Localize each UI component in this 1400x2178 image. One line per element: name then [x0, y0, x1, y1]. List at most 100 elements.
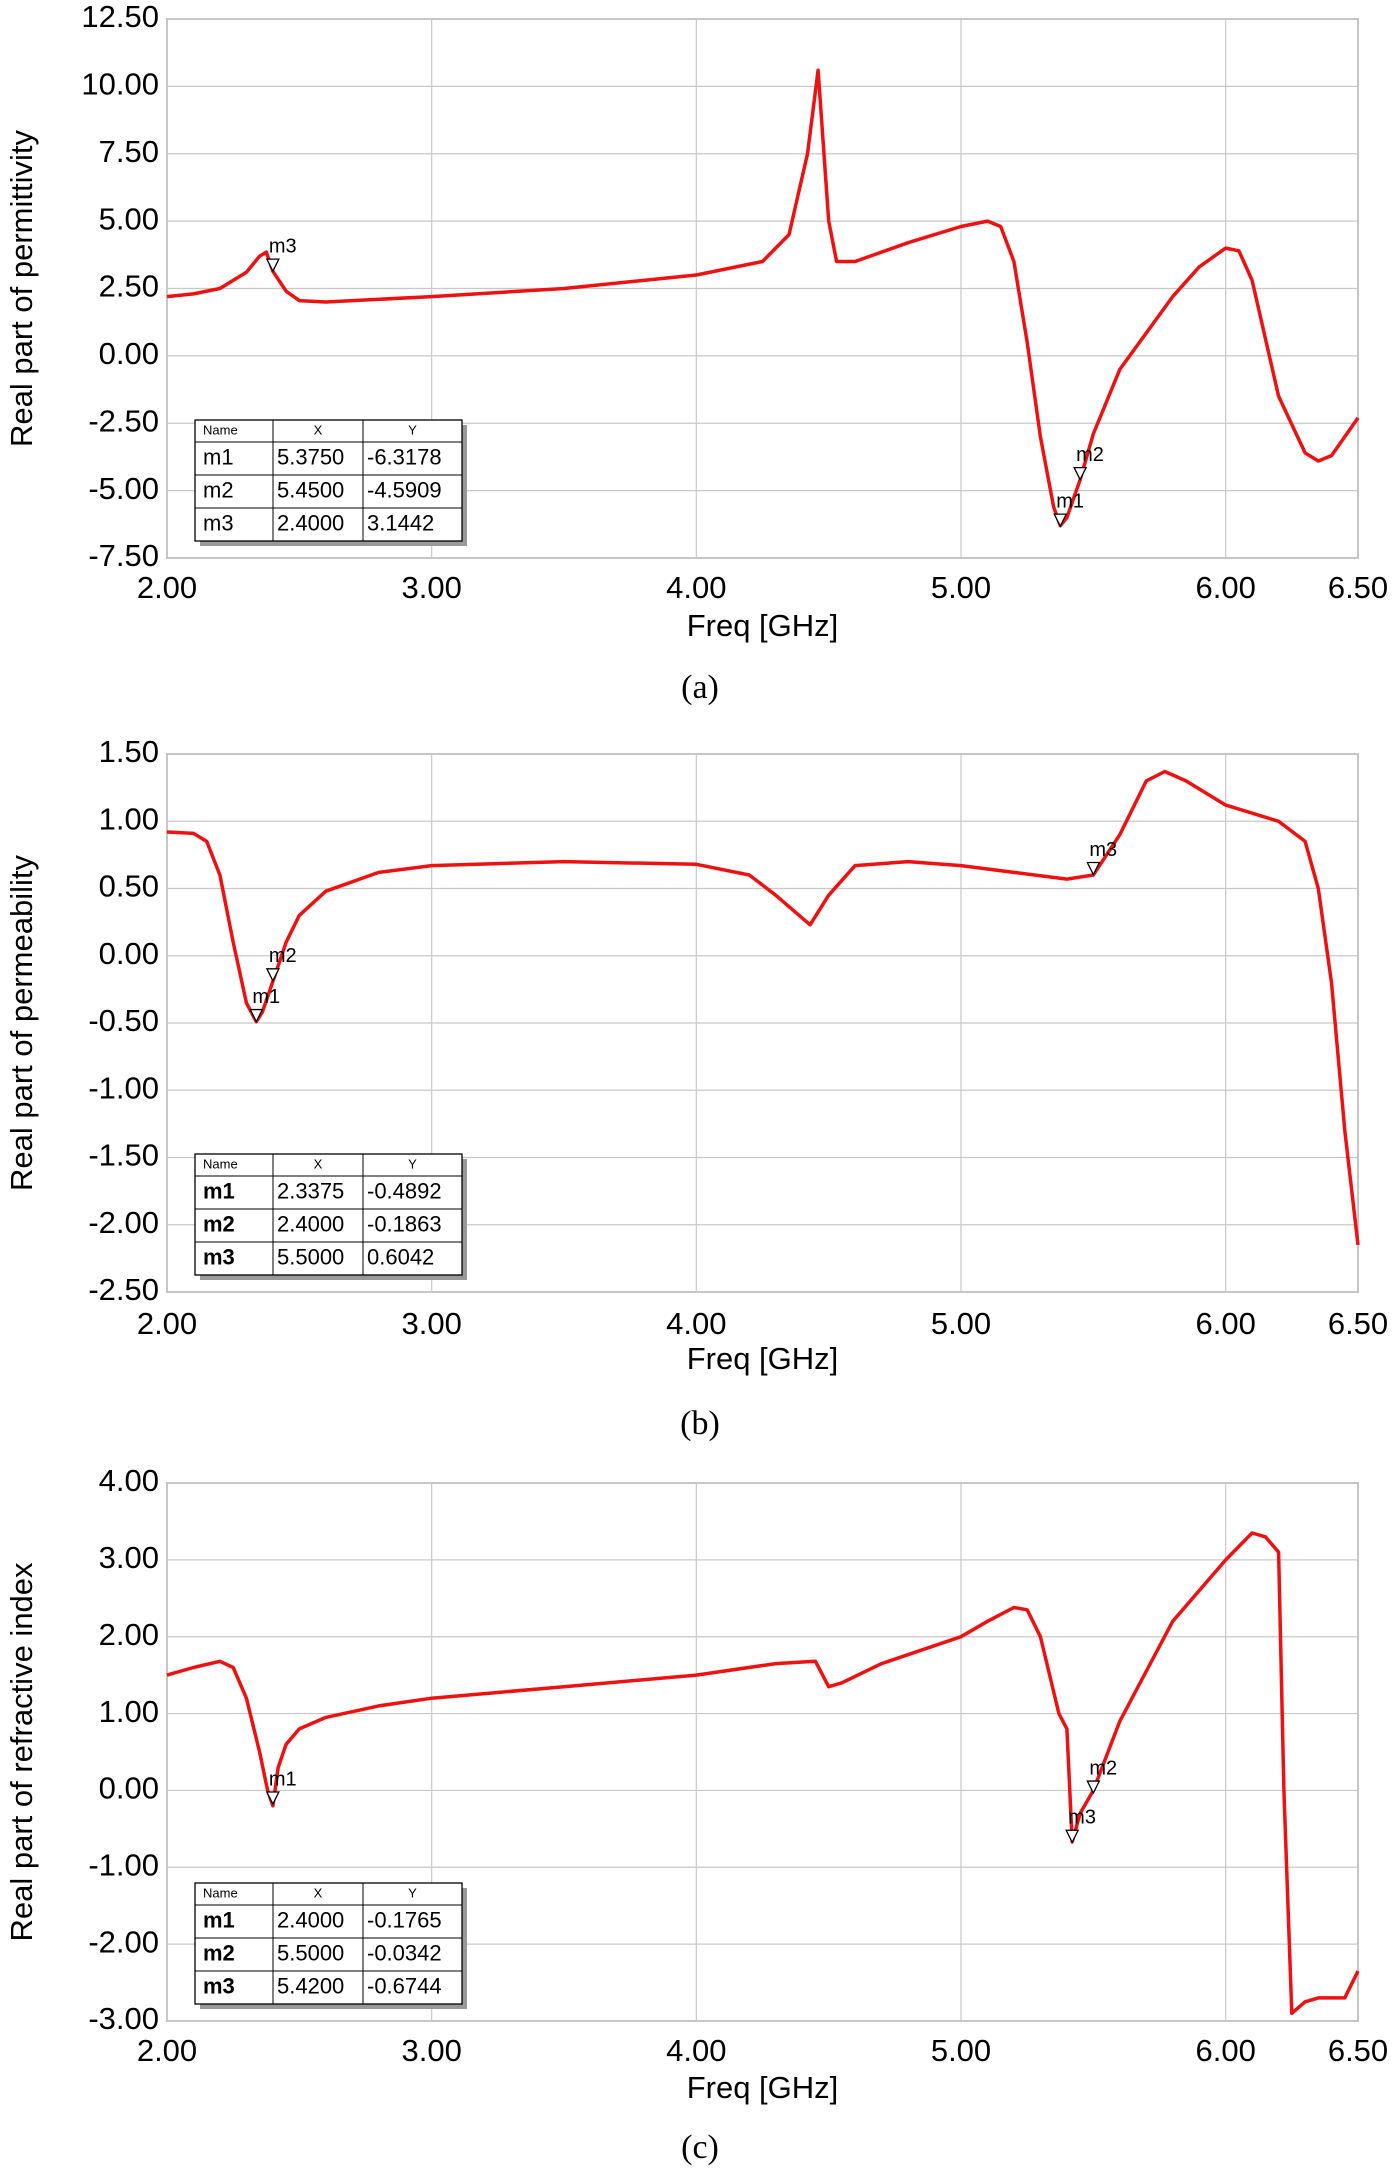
- x-tick-label: 6.00: [1195, 2033, 1255, 2068]
- table-x: 2.4000: [277, 510, 344, 535]
- table-name: m2: [203, 1211, 235, 1236]
- x-tick-label: 4.00: [666, 1306, 726, 1341]
- x-tick-label: 6.00: [1195, 570, 1255, 605]
- table-header: X: [314, 1156, 323, 1171]
- table-x: 5.5000: [277, 1940, 344, 1965]
- y-axis-label: Real part of permittivity: [4, 130, 39, 447]
- marker-name: m1: [1056, 490, 1084, 512]
- y-tick-label: 12.50: [81, 0, 159, 34]
- y-tick-label: -1.00: [88, 1070, 159, 1105]
- x-tick-label: 2.00: [137, 570, 197, 605]
- table-y: 0.6042: [367, 1244, 434, 1269]
- y-tick-label: -2.50: [88, 403, 159, 438]
- marker-name: m1: [252, 986, 280, 1008]
- table-y: 3.1442: [367, 510, 434, 535]
- chart: -2.50 -2.00 -1.50 -1.00 -0.50 0.00 0.50 1.00 1.5…: [4, 734, 1388, 1442]
- y-axis-label: Real part of permeability: [4, 855, 39, 1191]
- table-header: X: [314, 422, 323, 437]
- table-name: m3: [203, 1973, 235, 1998]
- y-tick-label: -7.50: [88, 538, 159, 573]
- x-tick-label: 3.00: [401, 1306, 461, 1341]
- y-tick-label: -1.00: [88, 1847, 159, 1882]
- table-x: 5.4200: [277, 1973, 344, 1998]
- table-name: m3: [203, 510, 234, 535]
- y-tick-label: 3.00: [99, 1540, 159, 1575]
- marker-name: m3: [269, 235, 297, 257]
- x-tick-label: 6.50: [1328, 1306, 1388, 1341]
- y-tick-label: -0.50: [88, 1003, 159, 1038]
- caption: (b): [680, 1405, 720, 1442]
- y-tick-label: 0.50: [99, 869, 159, 904]
- y-tick-label: -2.50: [88, 1272, 159, 1307]
- marker: [1086, 861, 1101, 876]
- y-tick-label: 4.00: [99, 1463, 159, 1498]
- y-tick-label: 0.00: [99, 336, 159, 371]
- marker-name: m2: [1089, 1757, 1117, 1779]
- table-y: -0.1863: [367, 1211, 442, 1236]
- caption: (a): [681, 669, 719, 706]
- table-name: m3: [203, 1244, 235, 1269]
- chart: -7.50 -5.00 -2.50 0.00 2.50 5.00 7.50 10.00 12.5…: [4, 0, 1388, 706]
- chart: -3.00 -2.00 -1.00 0.00 1.00 2.00 3.00 4.00 2.00 3…: [4, 1463, 1388, 2166]
- marker-table: [194, 1153, 463, 1276]
- table-x: 2.4000: [277, 1907, 344, 1932]
- marker-name: m3: [1068, 1807, 1096, 1829]
- table-header: Y: [408, 1885, 417, 1900]
- x-tick-label: 5.00: [931, 570, 991, 605]
- x-tick-label: 3.00: [401, 2033, 461, 2068]
- data-line: [166, 68, 1360, 528]
- marker: [1065, 1829, 1080, 1844]
- table-y: -6.3178: [367, 444, 442, 469]
- x-axis-label: Freq [GHz]: [687, 2070, 839, 2105]
- marker: [1073, 466, 1088, 482]
- x-tick-label: 2.00: [137, 1306, 197, 1341]
- table-header: Name: [203, 1885, 238, 1900]
- table-name: m1: [203, 1178, 235, 1203]
- y-tick-label: 1.00: [99, 1694, 159, 1729]
- y-tick-label: 2.50: [99, 269, 159, 304]
- y-axis-label: Real part of refractive index: [4, 1562, 39, 1942]
- y-tick-label: -1.50: [88, 1138, 159, 1173]
- x-tick-label: 3.00: [401, 570, 461, 605]
- x-axis-label: Freq [GHz]: [687, 608, 839, 643]
- marker: [265, 1791, 280, 1806]
- marker-table: [194, 1882, 463, 2005]
- table-header: X: [314, 1885, 323, 1900]
- table-x: 5.3750: [277, 444, 344, 469]
- marker: [1053, 513, 1068, 528]
- table-x: 5.4500: [277, 477, 344, 502]
- marker: [1086, 1780, 1101, 1795]
- y-tick-label: 7.50: [99, 134, 159, 169]
- table-header: Name: [203, 1156, 238, 1171]
- y-tick-label: 1.00: [99, 801, 159, 836]
- x-axis-label: Freq [GHz]: [687, 1341, 839, 1376]
- table-x: 2.4000: [277, 1211, 344, 1236]
- table-name: m2: [203, 477, 234, 502]
- x-tick-label: 6.50: [1328, 2033, 1388, 2068]
- caption: (c): [681, 2129, 719, 2166]
- table-y: -0.6744: [367, 1973, 442, 1998]
- y-tick-label: 0.00: [99, 1771, 159, 1806]
- y-tick-label: -2.00: [88, 1924, 159, 1959]
- table-y: -0.4892: [367, 1178, 442, 1203]
- x-tick-label: 6.50: [1328, 570, 1388, 605]
- y-tick-label: 10.00: [81, 67, 159, 102]
- marker: [249, 1008, 264, 1024]
- table-header: Y: [408, 422, 417, 437]
- table-y: -0.1765: [367, 1907, 442, 1932]
- marker-name: m3: [1089, 839, 1117, 861]
- table-x: 5.5000: [277, 1244, 344, 1269]
- y-tick-label: 2.00: [99, 1617, 159, 1652]
- y-tick-label: 0.00: [99, 936, 159, 971]
- x-tick-label: 6.00: [1195, 1306, 1255, 1341]
- y-tick-label: -3.00: [88, 2001, 159, 2036]
- table-y: -4.5909: [367, 477, 442, 502]
- y-tick-label: 5.00: [99, 201, 159, 236]
- x-tick-label: 2.00: [137, 2033, 197, 2068]
- y-tick-label: 1.50: [99, 734, 159, 769]
- x-tick-label: 4.00: [666, 570, 726, 605]
- marker-table: [194, 419, 463, 542]
- y-tick-label: -5.00: [88, 471, 159, 506]
- table-x: 2.3375: [277, 1178, 344, 1203]
